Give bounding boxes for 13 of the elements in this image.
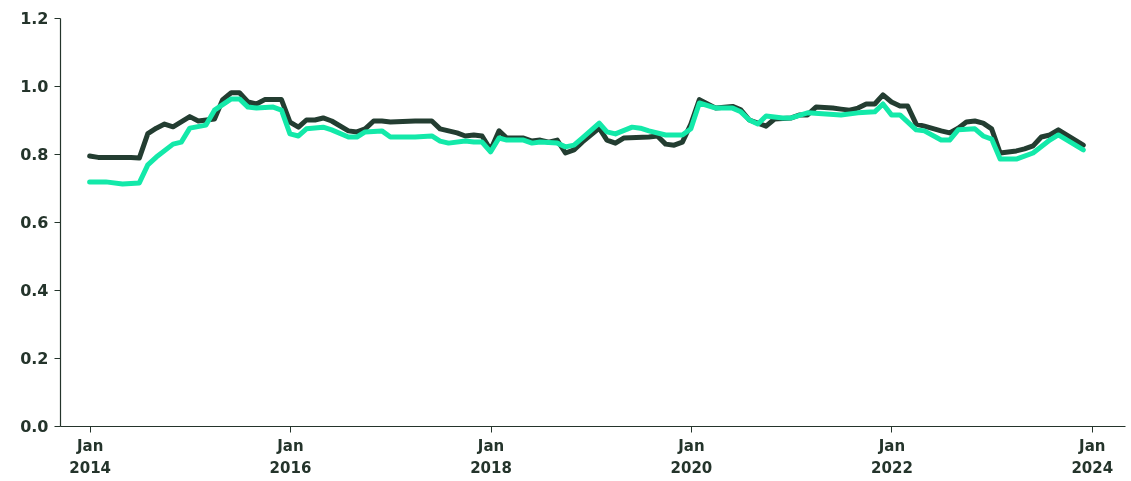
y-tick-label: 1.2 xyxy=(20,8,49,28)
y-tick-label: 0.8 xyxy=(20,144,49,164)
x-tick-label: Jan 2018 xyxy=(470,436,512,477)
y-tick-label: 0.6 xyxy=(20,212,49,232)
x-tick-label: Jan 2022 xyxy=(871,436,913,477)
x-tick-label: Jan 2014 xyxy=(69,436,112,477)
y-tick-label: 1.0 xyxy=(20,76,49,96)
x-tick-label: Jan 2016 xyxy=(269,436,312,477)
y-tick-label: 0.2 xyxy=(20,348,49,368)
y-tick-label: 0.0 xyxy=(20,416,49,436)
x-tick-label: Jan 2020 xyxy=(670,436,713,477)
x-tick-label: Jan 2024 xyxy=(1071,436,1114,477)
y-tick-label: 0.4 xyxy=(20,280,49,300)
